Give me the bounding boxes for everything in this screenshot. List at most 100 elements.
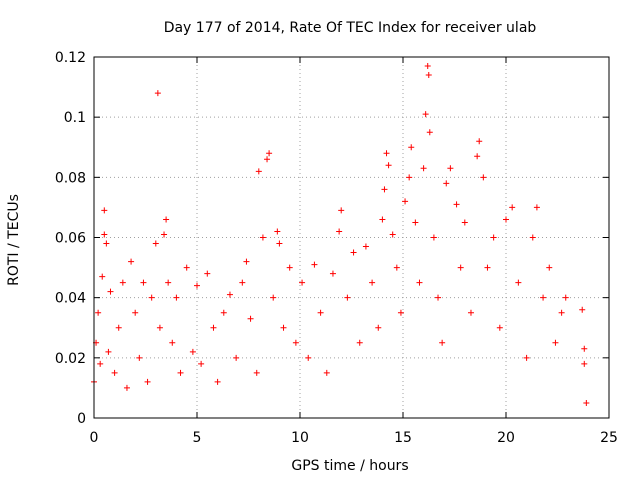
data-point — [503, 216, 509, 223]
data-point — [369, 279, 376, 286]
data-point — [165, 279, 172, 286]
data-point — [329, 270, 336, 277]
data-point — [385, 162, 392, 169]
data-point — [123, 384, 130, 391]
y-tick-label: 0.1 — [64, 110, 86, 126]
data-point — [154, 90, 161, 97]
data-point — [311, 261, 318, 268]
data-point — [393, 264, 400, 271]
data-point — [480, 174, 487, 181]
data-point — [239, 279, 246, 286]
data-point — [379, 216, 386, 223]
data-point — [163, 216, 170, 223]
x-axis-label: GPS time / hours — [291, 458, 408, 474]
data-point — [189, 348, 196, 355]
data-point — [533, 204, 540, 211]
data-point — [402, 198, 409, 205]
data-point — [95, 309, 102, 316]
data-point — [210, 324, 217, 331]
data-point — [128, 258, 135, 265]
data-point — [204, 270, 211, 277]
data-point — [183, 264, 190, 271]
data-point — [375, 324, 382, 331]
data-point — [416, 279, 423, 286]
data-point — [529, 234, 536, 241]
x-tick-label: 10 — [291, 430, 309, 446]
data-point — [173, 294, 180, 301]
data-point — [408, 144, 415, 151]
data-point — [558, 309, 565, 316]
data-point — [406, 174, 413, 181]
data-point — [255, 168, 262, 175]
y-tick-label: 0.08 — [55, 170, 86, 186]
data-point — [270, 294, 277, 301]
data-point — [439, 339, 446, 346]
data-point — [148, 294, 155, 301]
data-point — [562, 294, 569, 301]
data-point — [546, 264, 553, 271]
data-point — [383, 150, 390, 157]
data-point — [425, 72, 432, 79]
chart-title: Day 177 of 2014, Rate Of TEC Index for r… — [164, 20, 537, 36]
data-point — [97, 360, 104, 367]
data-point — [243, 258, 250, 265]
data-point — [397, 309, 404, 316]
data-point — [350, 249, 357, 256]
data-point — [490, 234, 497, 241]
y-tick-label: 0.02 — [55, 351, 86, 367]
data-point — [509, 204, 516, 211]
data-point — [426, 129, 433, 136]
data-point — [412, 219, 419, 226]
data-point — [156, 324, 163, 331]
data-point — [496, 324, 503, 331]
data-point — [581, 345, 588, 352]
data-point — [523, 354, 530, 361]
data-point — [214, 378, 221, 385]
data-point — [515, 279, 522, 286]
y-tick-label: 0.12 — [55, 50, 86, 66]
data-point — [101, 231, 108, 238]
data-point — [424, 63, 431, 70]
data-point — [177, 369, 184, 376]
x-tick-label: 20 — [497, 430, 515, 446]
data-point — [152, 240, 159, 247]
data-point — [169, 339, 176, 346]
data-point — [476, 138, 483, 145]
data-point — [198, 360, 205, 367]
data-point — [305, 354, 312, 361]
data-point — [264, 156, 271, 163]
data-point — [144, 378, 151, 385]
axis-ticks: 0 5 10 15 20 25 0 0.02 0.04 0.06 0.08 0.1 0.12 — [55, 50, 618, 446]
data-point — [292, 339, 299, 346]
data-point — [540, 294, 547, 301]
data-point — [579, 306, 586, 313]
data-point — [484, 264, 491, 271]
data-point — [132, 309, 139, 316]
y-tick-label: 0.04 — [55, 291, 86, 307]
x-tick-label: 5 — [193, 430, 202, 446]
data-point — [136, 354, 143, 361]
data-point — [362, 243, 369, 250]
data-point — [266, 150, 273, 157]
x-tick-label: 25 — [600, 430, 618, 446]
data-point — [474, 153, 481, 160]
data-point — [422, 111, 429, 118]
data-point — [99, 273, 106, 280]
data-point — [336, 228, 343, 235]
data-point — [453, 201, 460, 208]
data-point — [274, 228, 281, 235]
data-point — [119, 279, 126, 286]
data-point — [447, 165, 454, 172]
data-point — [107, 288, 114, 295]
data-point — [344, 294, 351, 301]
data-point — [435, 294, 442, 301]
y-axis-label: ROTI / TECUs — [6, 194, 22, 286]
data-point — [194, 282, 200, 289]
data-point — [103, 240, 110, 247]
data-point — [105, 348, 112, 355]
data-point — [323, 369, 330, 376]
data-point — [220, 309, 227, 316]
data-point — [457, 264, 464, 271]
data-point — [389, 231, 396, 238]
